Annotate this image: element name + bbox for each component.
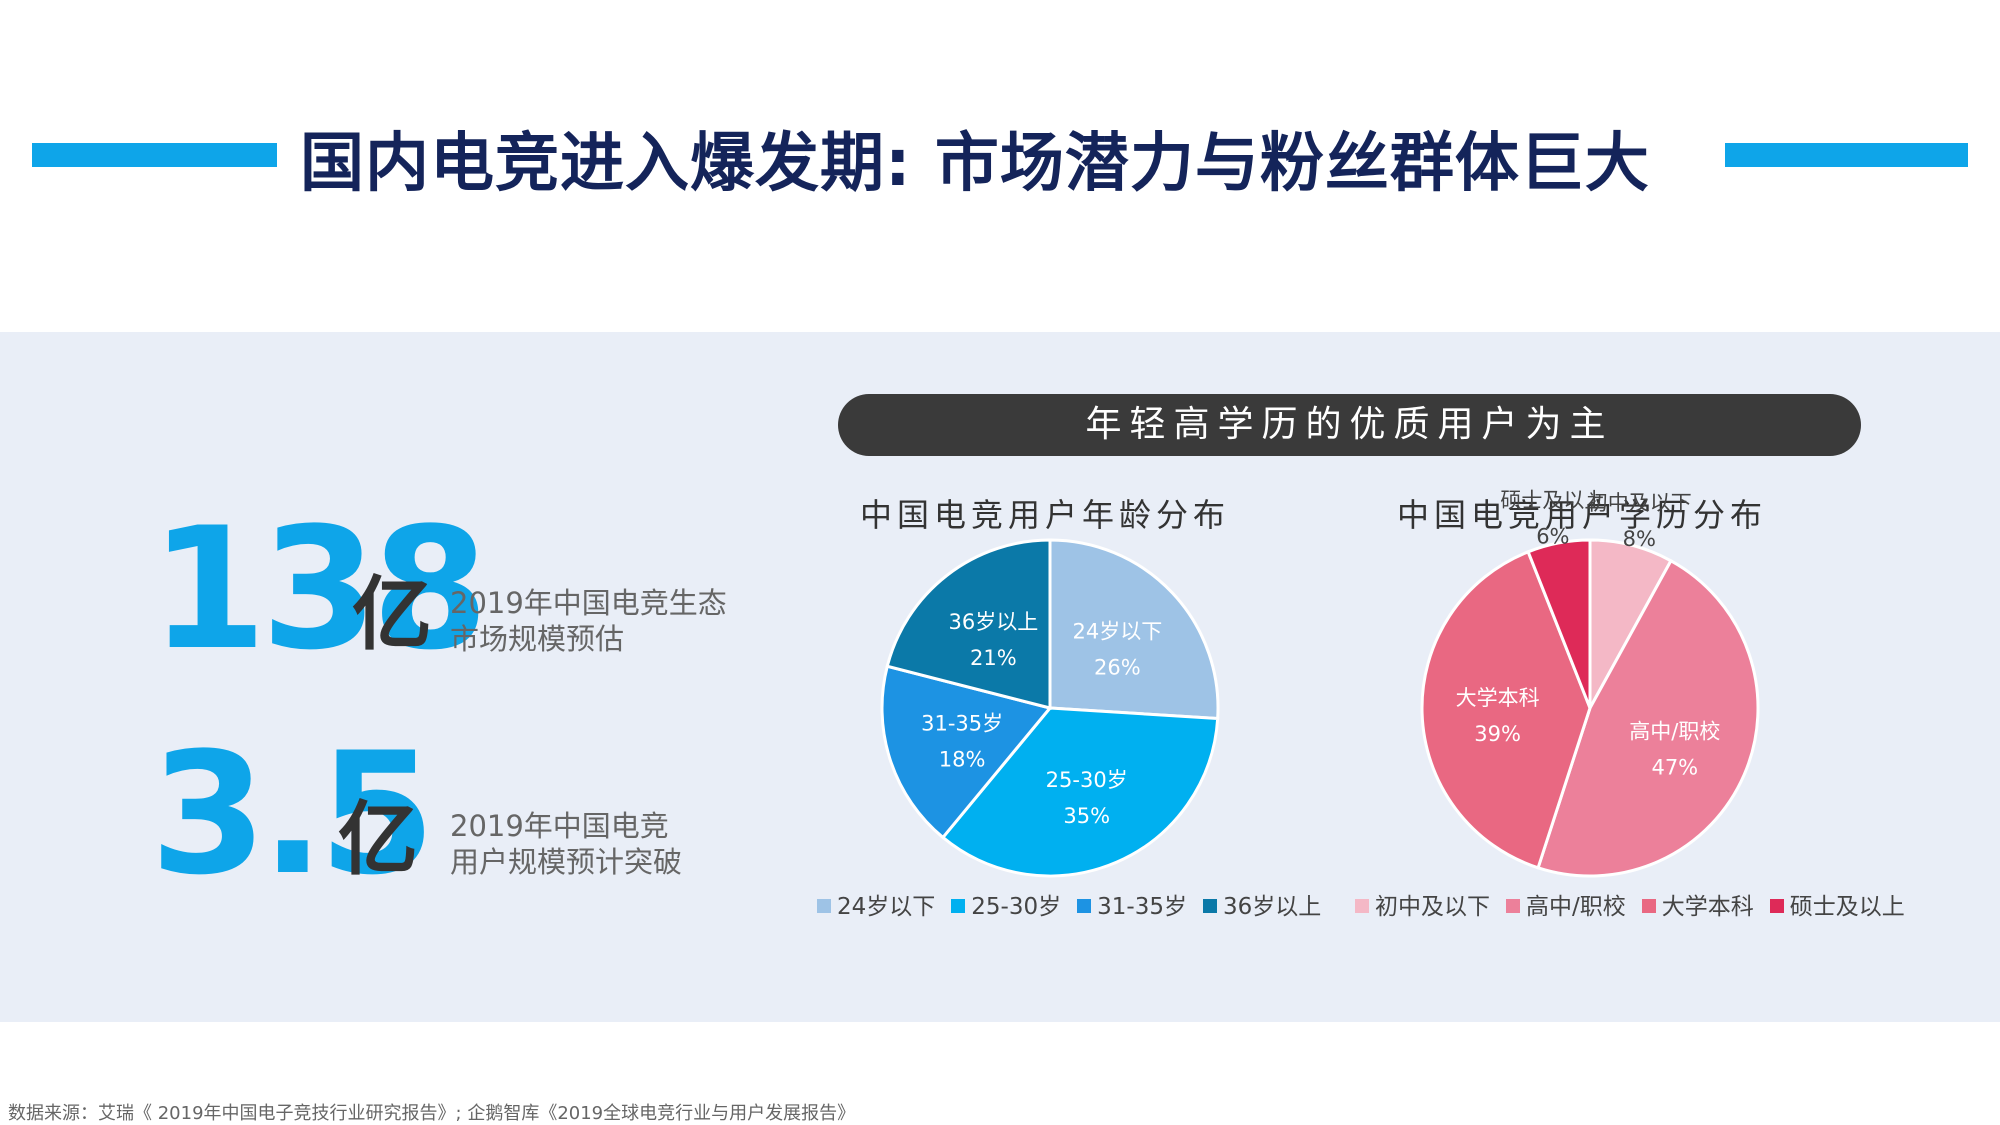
slice-category-label: 25-30岁 [1046, 768, 1128, 792]
legend-label: 31-35岁 [1097, 894, 1187, 920]
pie-slice-2 [1420, 549, 1592, 870]
legend-item: 高中/职校 [1506, 887, 1626, 921]
legend-label: 高中/职校 [1526, 894, 1626, 920]
stat-desc-users: 2019年中国电竞 用户规模预计突破 [450, 808, 682, 880]
pie-slice-1 [1536, 558, 1760, 878]
slice-value-label: 26% [1094, 656, 1141, 680]
stat-unit-market: 亿 [352, 568, 432, 661]
pie-slice-3 [1526, 538, 1592, 709]
title-decor-bar-left [32, 143, 277, 167]
legend-swatch [1202, 898, 1217, 913]
chart-title-age: 中国电竞用户年龄分布 [860, 496, 1231, 534]
legend-label: 硕士及以上 [1789, 894, 1905, 920]
pie-chart-education: 初中及以下 8% 高中/职校 47% 大学本科 39% 硕士及以上 6% [1420, 488, 1760, 878]
stat-unit-users: 亿 [338, 793, 418, 886]
data-source-note: 数据来源：艾瑞《 2019年中国电子竞技行业研究报告》; 企鹅智库《2019全球… [8, 1103, 856, 1124]
legend-swatch [1355, 898, 1369, 913]
legend-item: 31-35岁 [1077, 887, 1187, 921]
legend-swatch [817, 898, 831, 913]
pie-slice-0 [1048, 538, 1220, 721]
slice-value-label: 18% [939, 748, 986, 772]
legend-swatch [1769, 898, 1784, 913]
legend-item: 初中及以下 [1355, 887, 1490, 921]
legend-swatch [1077, 898, 1092, 913]
legend-label: 初中及以下 [1375, 894, 1490, 920]
stat-desc-line: 市场规模预估 [450, 622, 625, 656]
banner-pill: 年轻高学历的优质用户为主 [838, 394, 1861, 456]
title-decor-bar-right [1725, 143, 1968, 167]
legend-swatch [1641, 898, 1656, 913]
legend-item: 硕士及以上 [1769, 887, 1905, 921]
legend-label: 24岁以下 [837, 894, 936, 920]
stat-desc-line: 2019年中国电竞 [450, 809, 669, 843]
slice-value-label: 39% [1474, 722, 1521, 746]
legend-label: 大学本科 [1661, 894, 1754, 920]
pie-slice-3 [885, 538, 1052, 710]
stat-number-users: 3.5 [150, 716, 436, 912]
legend-item: 25-30岁 [951, 887, 1061, 921]
legend-item: 36岁以上 [1202, 887, 1322, 921]
slice-value-label: 6% [1536, 524, 1569, 548]
slice-category-label: 31-35岁 [921, 712, 1003, 736]
legend-label: 25-30岁 [971, 894, 1062, 920]
legend-age: 24岁以下 25-30岁 31-35岁 36岁以上 [817, 887, 1337, 921]
slice-category-label: 高中/职校 [1629, 720, 1720, 744]
legend-label: 36岁以上 [1222, 894, 1322, 920]
slice-category-label: 大学本科 [1456, 686, 1540, 710]
stat-number-market: 138 [150, 491, 489, 687]
stat-desc-line: 2019年中国电竞生态 [450, 586, 727, 620]
stat-desc-market: 2019年中国电竞生态 市场规模预估 [450, 585, 727, 657]
slice-value-label: 47% [1651, 756, 1698, 780]
pie-chart-age: 24岁以下 26% 25-30岁 35% 31-35岁 18% 36岁以上 21% [880, 538, 1220, 878]
slice-value-label: 8% [1623, 527, 1656, 551]
slice-category-label: 36岁以上 [949, 610, 1039, 634]
chart-title-education: 中国电竞用户学历分布 [1397, 496, 1768, 534]
stat-desc-line: 用户规模预计突破 [450, 845, 683, 879]
page-title: 国内电竞进入爆发期: 市场潜力与粉丝群体巨大 [300, 127, 1650, 201]
legend-swatch [1506, 898, 1520, 913]
slice-category-label: 初中及以下 [1587, 491, 1692, 515]
legend-item: 大学本科 [1641, 887, 1754, 921]
slice-category-label: 24岁以下 [1072, 620, 1162, 644]
legend-education: 初中及以下 高中/职校 大学本科 硕士及以上 [1355, 887, 1921, 921]
legend-item: 24岁以下 [817, 887, 935, 921]
pie-slice-2 [880, 664, 1053, 840]
legend-swatch [951, 898, 966, 913]
slice-value-label: 35% [1063, 804, 1110, 828]
slice-category-label: 硕士及以上 [1500, 488, 1605, 512]
slice-value-label: 21% [970, 646, 1017, 670]
pie-slice-1 [940, 706, 1220, 878]
